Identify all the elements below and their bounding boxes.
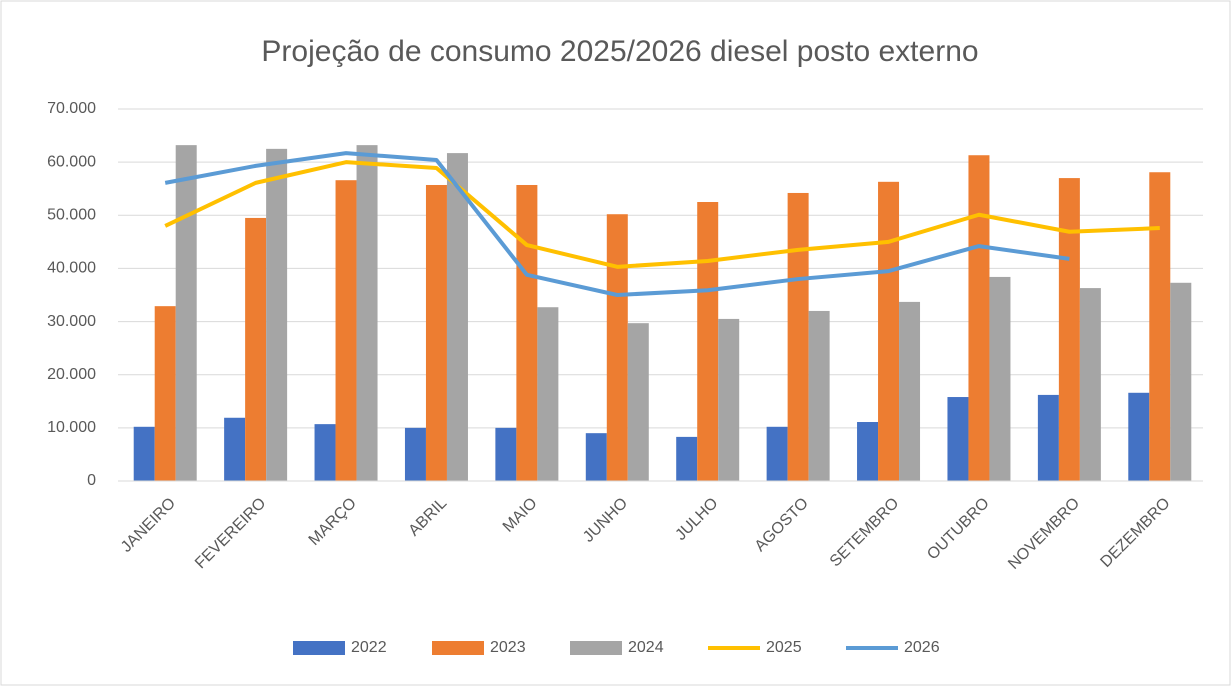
bar <box>585 433 607 481</box>
bar <box>718 318 740 481</box>
bar <box>314 424 336 481</box>
bar <box>697 202 719 481</box>
line <box>164 160 1160 269</box>
legend-label: 2026 <box>904 639 940 656</box>
bar <box>1058 178 1080 482</box>
y-tick-label: 60.000 <box>47 153 96 170</box>
legend-swatch <box>570 641 622 655</box>
y-tick-label: 50.000 <box>47 207 96 224</box>
bar <box>224 417 246 481</box>
bar <box>606 214 628 482</box>
bar <box>245 217 267 481</box>
chart-title: Projeção de consumo 2025/2026 diesel pos… <box>261 35 978 68</box>
bar <box>133 426 155 481</box>
bar <box>787 192 809 482</box>
bar <box>899 301 921 481</box>
bar <box>1079 288 1101 481</box>
legend-label: 2022 <box>351 639 387 656</box>
line <box>164 151 1070 297</box>
y-tick-label: 10.000 <box>47 419 96 436</box>
bar <box>266 148 288 481</box>
bar <box>335 180 357 481</box>
bar <box>968 155 990 481</box>
bar <box>766 426 788 481</box>
bar <box>516 184 538 481</box>
y-tick-label: 20.000 <box>47 366 96 383</box>
bar <box>404 427 426 481</box>
bar <box>154 306 176 481</box>
bar <box>808 310 830 481</box>
bar <box>627 323 649 481</box>
bar <box>1128 392 1150 481</box>
bar <box>857 422 879 481</box>
legend-label: 2024 <box>628 639 664 656</box>
bar <box>676 436 698 481</box>
y-tick-label: 70.000 <box>47 100 96 117</box>
legend-label: 2025 <box>766 639 802 656</box>
legend-swatch <box>432 641 484 655</box>
bar <box>989 276 1011 481</box>
bar <box>495 427 517 481</box>
legend-swatch <box>293 641 345 655</box>
bar <box>878 181 900 481</box>
y-tick-label: 40.000 <box>47 260 96 277</box>
bar <box>425 184 447 481</box>
bar <box>356 145 378 481</box>
bar <box>175 145 197 481</box>
bar <box>446 153 468 481</box>
y-tick-label: 0 <box>87 472 96 489</box>
bar <box>537 307 559 481</box>
y-tick-label: 30.000 <box>47 313 96 330</box>
bar <box>1037 394 1059 481</box>
legend-label: 2023 <box>490 639 526 656</box>
bar <box>1149 172 1171 482</box>
bar <box>947 397 969 481</box>
bar <box>1170 282 1192 481</box>
